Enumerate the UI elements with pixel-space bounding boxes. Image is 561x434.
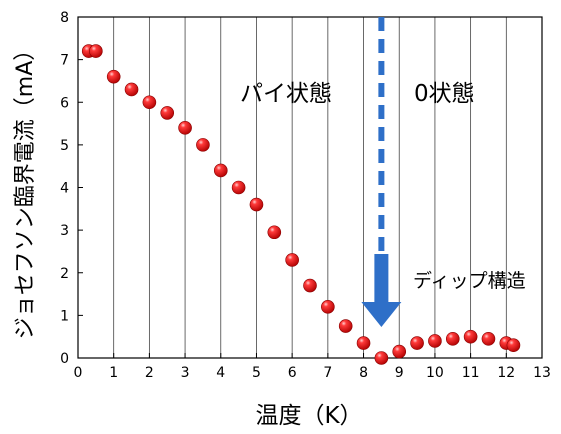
data-point (506, 338, 521, 353)
data-point (445, 332, 460, 346)
data-point (463, 329, 478, 344)
x-tick-label-13: 13 (533, 365, 551, 381)
data-point (303, 278, 317, 293)
plot-frame (77, 16, 543, 359)
data-point (285, 253, 299, 267)
y-tick-label-0: 0 (60, 351, 69, 367)
y-tick-label-1: 1 (60, 308, 69, 324)
x-tick-label-8: 8 (359, 365, 368, 381)
y-tick-label-3: 3 (60, 223, 69, 239)
data-points (81, 44, 521, 365)
x-tick-label-12: 12 (497, 365, 515, 381)
x-tick-label-1: 1 (109, 365, 118, 381)
data-point (481, 332, 496, 346)
y-tick-label-2: 2 (60, 266, 69, 282)
y-tick-label-5: 5 (60, 138, 69, 154)
data-point (89, 44, 103, 58)
x-axis-title: 温度（K） (255, 403, 362, 429)
data-point (249, 197, 264, 212)
x-tick-label-6: 6 (288, 365, 297, 381)
data-point (231, 180, 246, 195)
y-tick-label-6: 6 (60, 95, 69, 111)
data-point (178, 121, 192, 135)
data-point (356, 336, 371, 350)
arrow-solid-shaft (374, 254, 389, 302)
x-tick-label-3: 3 (181, 365, 190, 381)
axis-ticks (77, 16, 543, 359)
x-tick-label-9: 9 (395, 365, 404, 381)
data-point (106, 69, 121, 84)
data-point (142, 95, 157, 110)
y-tick-label-7: 7 (60, 53, 69, 69)
annotation-pi-state: パイ状態 (240, 81, 332, 107)
y-tick-label-4: 4 (60, 181, 69, 197)
data-point (338, 319, 353, 333)
data-point (213, 163, 228, 178)
x-tick-label-4: 4 (216, 365, 225, 381)
x-tick-label-11: 11 (462, 365, 480, 381)
arrow-head (361, 302, 402, 327)
data-point (392, 344, 407, 359)
data-point (374, 351, 389, 365)
annotation-zero-state: 0状態 (414, 81, 475, 107)
x-tick-labels: 0 1 2 3 4 5 6 7 8 9 10 11 12 13 (74, 365, 551, 381)
x-tick-label-10: 10 (426, 365, 444, 381)
data-point (321, 300, 335, 314)
data-point (196, 138, 210, 152)
data-point (160, 106, 175, 120)
y-axis-title: ジョセフソン臨界電流（mA） (13, 39, 38, 339)
vertical-gridlines (113, 17, 507, 358)
transition-arrow (361, 17, 402, 327)
y-tick-labels: 0 1 2 3 4 5 6 7 8 (60, 10, 69, 367)
y-tick-label-8: 8 (60, 10, 69, 26)
data-point (267, 225, 282, 240)
x-tick-label-5: 5 (252, 365, 261, 381)
x-tick-label-2: 2 (145, 365, 154, 381)
annotation-dip: ディップ構造 (413, 270, 526, 292)
data-point (410, 336, 424, 350)
x-tick-label-0: 0 (74, 365, 83, 381)
data-point (124, 82, 139, 97)
data-point (428, 334, 442, 348)
x-tick-label-7: 7 (323, 365, 332, 381)
